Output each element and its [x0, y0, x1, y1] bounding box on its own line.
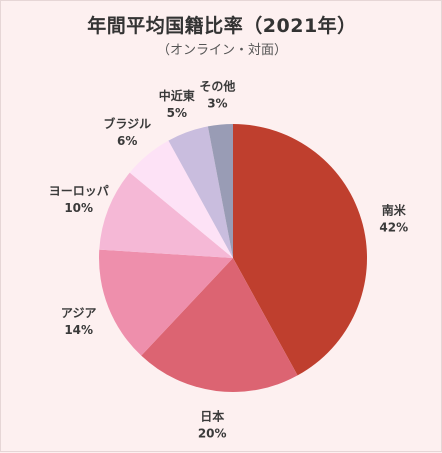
slice-label: その他 3% — [199, 79, 235, 111]
pie-slice — [99, 172, 233, 258]
slice-label-name: ヨーロッパ — [49, 184, 109, 198]
slice-label-name: ブラジル — [103, 116, 151, 131]
slice-label-name: 日本 — [200, 409, 224, 424]
pie-slice — [129, 140, 233, 258]
slice-label: 日本 20% — [198, 409, 227, 441]
slice-label: ヨーロッパ 10% — [49, 184, 109, 215]
slice-label: 南米 42% — [379, 203, 408, 235]
slice-label-name: その他 — [199, 79, 235, 94]
slice-label-name: 南米 — [382, 203, 407, 218]
slice-label-value: 6% — [117, 134, 137, 148]
slice-label-value: 20% — [198, 427, 227, 441]
pie-slice — [207, 124, 233, 258]
pie-slice — [168, 126, 233, 259]
pie-slice — [141, 258, 298, 393]
slice-label-value: 10% — [64, 201, 93, 215]
slice-label-value: 14% — [64, 323, 93, 337]
pie-slice — [233, 123, 368, 376]
chart-title: 年間平均国籍比率（2021年） — [87, 15, 357, 37]
slice-label: 中近東 5% — [159, 88, 195, 120]
slice-label: アジア 14% — [61, 306, 97, 337]
slice-label-value: 5% — [167, 106, 187, 120]
slice-label-name: アジア — [61, 306, 97, 320]
slice-label: ブラジル 6% — [103, 116, 151, 148]
slice-label-name: 中近東 — [159, 88, 195, 103]
slice-label-value: 3% — [207, 97, 227, 111]
chart-subtitle: （オンライン・対面） — [156, 43, 287, 58]
slice-label-value: 42% — [379, 221, 408, 235]
pie-slice — [98, 249, 233, 356]
